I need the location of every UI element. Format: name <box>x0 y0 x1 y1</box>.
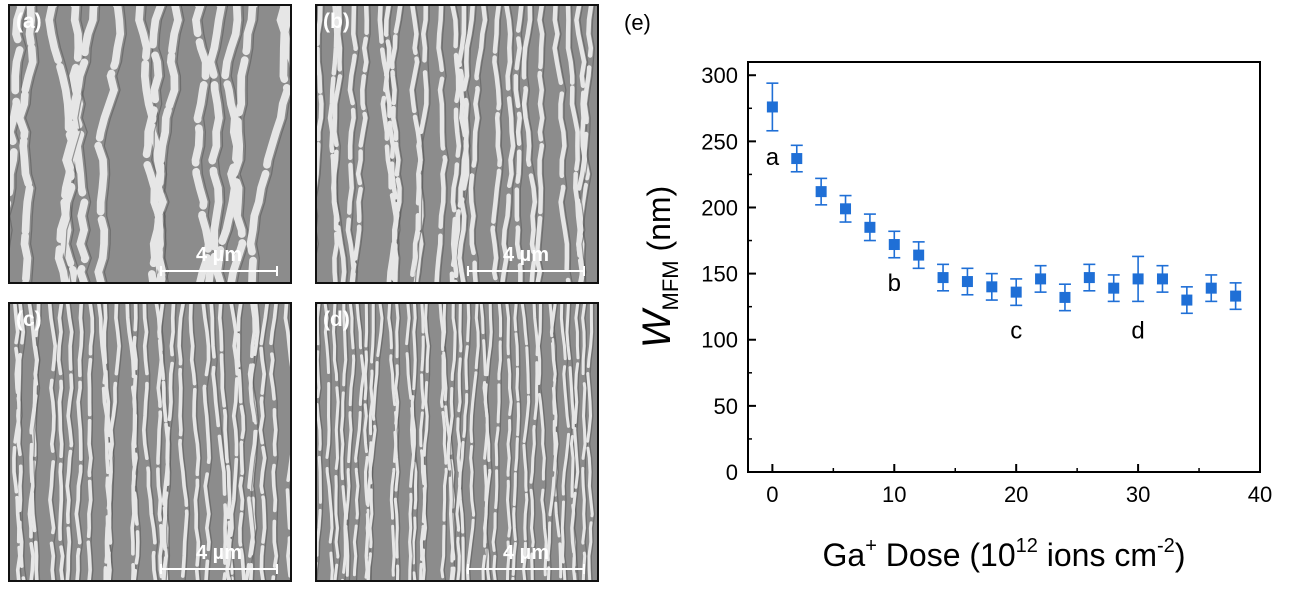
square-marker <box>1205 282 1217 294</box>
y-tick-label: 50 <box>714 394 738 419</box>
mfm-image-d: (d) 4 µm <box>315 302 599 582</box>
square-marker <box>1230 290 1242 302</box>
annotation-label: d <box>1131 317 1144 344</box>
square-marker <box>840 203 852 215</box>
square-marker <box>1132 273 1144 285</box>
data-series <box>766 82 1242 315</box>
annotation-label: b <box>888 270 901 297</box>
panel-label-c: (c) <box>16 308 42 331</box>
y-tick-label: 200 <box>701 195 738 220</box>
data-point <box>912 241 925 270</box>
scale-bar-line <box>467 564 585 574</box>
data-point <box>1229 282 1242 311</box>
data-point <box>815 177 828 206</box>
domain-width-chart: (e) 0 50 100 150 200 250 300 0 10 20 30 40 a b c d WM… <box>624 10 1272 573</box>
y-axis-label-symbol: W <box>635 307 679 348</box>
panel-label-e: (e) <box>624 10 651 35</box>
square-marker <box>1083 272 1095 284</box>
stripe-domain-pattern <box>317 304 597 580</box>
y-axis-label-unit: (nm) <box>641 186 677 261</box>
annotation-label: c <box>1010 317 1022 344</box>
panel-label-d: (d) <box>323 308 350 331</box>
square-marker <box>1010 286 1022 298</box>
data-point <box>1083 263 1096 292</box>
stripe-domain-pattern <box>10 6 290 282</box>
square-marker <box>1059 291 1071 303</box>
scale-bar-a: 4 µm <box>160 244 278 276</box>
x-tick-label: 30 <box>1126 482 1150 507</box>
scale-bar-label: 4 µm <box>503 542 549 564</box>
scale-bar-label: 4 µm <box>196 244 242 266</box>
point-annotations: a b c d <box>766 144 1145 344</box>
panel-label-b: (b) <box>323 10 350 33</box>
plot-frame <box>747 61 1261 473</box>
mfm-image-a: (a) 4 µm <box>8 4 292 284</box>
data-point <box>839 194 852 223</box>
scale-bar-line <box>160 564 278 574</box>
x-tick-label: 0 <box>766 482 778 507</box>
y-tick-label: 300 <box>701 63 738 88</box>
data-point <box>790 144 803 173</box>
square-marker <box>888 239 900 251</box>
x-tick-label: 20 <box>1004 482 1028 507</box>
y-axis-label-subscript: MFM <box>658 260 683 310</box>
scale-bar-line <box>160 266 278 276</box>
mfm-image-c: (c) 4 µm <box>8 302 292 582</box>
data-point <box>766 82 779 132</box>
scale-bar-line <box>467 266 585 276</box>
stripe-domain-pattern <box>317 6 597 282</box>
data-point <box>1010 278 1023 307</box>
scale-bar-b: 4 µm <box>467 244 585 276</box>
square-marker <box>937 272 949 284</box>
data-point <box>1132 255 1145 303</box>
y-tick-label: 0 <box>726 460 738 485</box>
square-marker <box>986 281 998 293</box>
square-marker <box>1181 294 1193 306</box>
square-marker <box>1035 273 1047 285</box>
data-point <box>985 272 998 301</box>
square-marker <box>791 153 803 165</box>
data-point <box>863 213 876 242</box>
x-tick-label: 10 <box>882 482 906 507</box>
square-marker <box>1108 282 1120 294</box>
x-tick-label: 40 <box>1248 482 1272 507</box>
stripe-domain-pattern <box>10 304 290 580</box>
y-tick-label: 250 <box>701 129 738 154</box>
scale-bar-label: 4 µm <box>196 542 242 564</box>
annotation-label: a <box>766 144 780 171</box>
square-marker <box>815 186 827 198</box>
scale-bar-c: 4 µm <box>160 542 278 574</box>
scale-bar-label: 4 µm <box>503 244 549 266</box>
y-axis-label: WMFM (nm) <box>635 186 683 349</box>
data-point <box>1205 274 1218 303</box>
data-point <box>1107 274 1120 303</box>
data-point <box>937 263 950 292</box>
data-point <box>961 267 974 296</box>
square-marker <box>1156 273 1168 285</box>
data-point <box>1034 264 1047 293</box>
square-marker <box>961 276 973 288</box>
data-point <box>1058 283 1071 312</box>
square-marker <box>913 249 925 261</box>
square-marker <box>864 221 876 233</box>
x-axis: 0 10 20 30 40 <box>766 464 1272 507</box>
data-point <box>1180 286 1193 315</box>
y-tick-label: 150 <box>701 262 738 287</box>
y-axis: 0 50 100 150 200 250 300 <box>701 63 756 485</box>
square-marker <box>766 101 778 113</box>
mfm-image-b: (b) 4 µm <box>315 4 599 284</box>
panel-label-a: (a) <box>16 10 42 33</box>
y-tick-label: 100 <box>701 328 738 353</box>
data-point <box>888 230 901 259</box>
x-axis-label: Ga+ Dose (1012 ions cm-2) <box>823 535 1186 573</box>
data-point <box>1156 264 1169 293</box>
scale-bar-d: 4 µm <box>467 542 585 574</box>
